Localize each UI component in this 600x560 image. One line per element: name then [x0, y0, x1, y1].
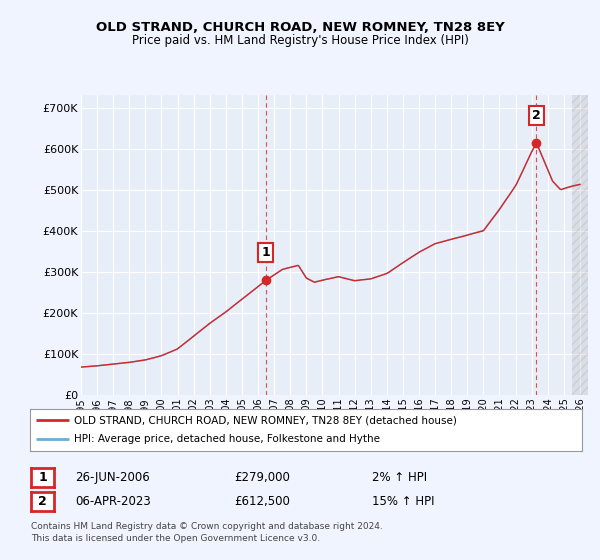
Text: OLD STRAND, CHURCH ROAD, NEW ROMNEY, TN28 8EY (detached house): OLD STRAND, CHURCH ROAD, NEW ROMNEY, TN2…	[74, 415, 457, 425]
Text: 2: 2	[38, 494, 47, 508]
Text: HPI: Average price, detached house, Folkestone and Hythe: HPI: Average price, detached house, Folk…	[74, 435, 380, 445]
Text: 15% ↑ HPI: 15% ↑ HPI	[372, 494, 434, 508]
Text: 2: 2	[532, 109, 541, 122]
Text: Price paid vs. HM Land Registry's House Price Index (HPI): Price paid vs. HM Land Registry's House …	[131, 34, 469, 46]
Text: 06-APR-2023: 06-APR-2023	[75, 494, 151, 508]
Text: Contains HM Land Registry data © Crown copyright and database right 2024.
This d: Contains HM Land Registry data © Crown c…	[31, 522, 383, 543]
Text: £612,500: £612,500	[234, 494, 290, 508]
Text: 1: 1	[262, 246, 271, 259]
Text: 1: 1	[38, 470, 47, 484]
Text: 2% ↑ HPI: 2% ↑ HPI	[372, 470, 427, 484]
Text: OLD STRAND, CHURCH ROAD, NEW ROMNEY, TN28 8EY: OLD STRAND, CHURCH ROAD, NEW ROMNEY, TN2…	[95, 21, 505, 34]
Text: 26-JUN-2006: 26-JUN-2006	[75, 470, 150, 484]
Text: 1: 1	[262, 246, 271, 259]
Text: £279,000: £279,000	[234, 470, 290, 484]
